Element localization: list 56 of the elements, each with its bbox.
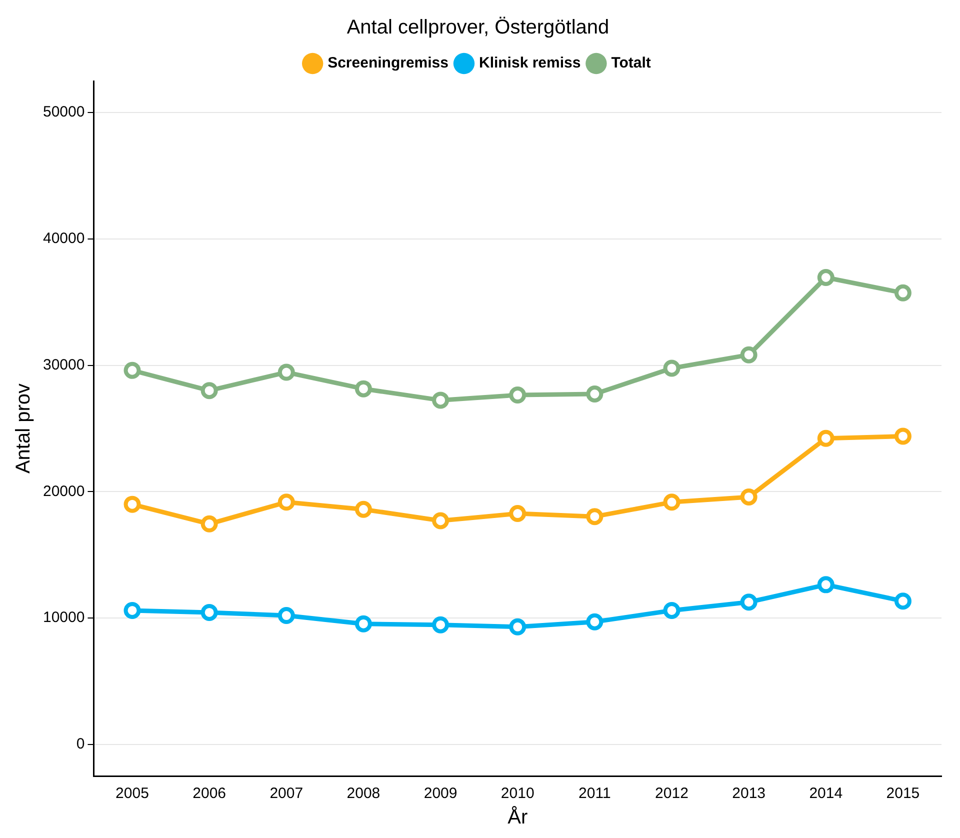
point (200, 382, 218, 400)
point (278, 364, 295, 381)
x-tick-label: 2010 (500, 785, 534, 802)
y-tick-label: 0 (76, 736, 85, 753)
legend-label: Screeningremiss (328, 54, 448, 72)
point (124, 362, 141, 379)
x-tick-label: 2009 (424, 785, 458, 802)
x-tick-label: 2007 (270, 785, 304, 802)
x-axis-title: År (508, 806, 528, 829)
point (354, 500, 372, 518)
point (432, 616, 450, 634)
x-tick-label: 2005 (116, 785, 149, 802)
x-tick-label: 2006 (192, 785, 226, 802)
point (509, 386, 526, 404)
y-tick-label: 40000 (42, 230, 85, 248)
x-tick-label: 2014 (809, 785, 843, 802)
point (740, 488, 758, 506)
point (354, 380, 372, 398)
point (894, 428, 912, 445)
point (354, 615, 372, 632)
point (278, 494, 295, 511)
y-tick-label: 20000 (42, 482, 85, 500)
point (894, 592, 912, 610)
y-tick-label: 30000 (42, 356, 85, 374)
point (740, 594, 758, 611)
point (586, 508, 604, 526)
point (663, 602, 680, 619)
point (432, 392, 450, 409)
point (817, 268, 834, 286)
x-tick-label: 2011 (578, 785, 611, 802)
point (278, 607, 295, 624)
legend-label: Klinisk remiss (478, 54, 581, 72)
point (432, 512, 450, 530)
y-tick-label: 50000 (42, 104, 85, 121)
point (740, 346, 758, 364)
legend-label: Totalt (611, 54, 651, 72)
chart-title: Antal cellprover, Östergötland (346, 16, 610, 39)
x-tick-label: 2013 (732, 785, 766, 802)
point (124, 496, 141, 513)
point (124, 602, 141, 619)
point (894, 284, 912, 302)
point (817, 576, 834, 594)
point (817, 430, 834, 447)
point (663, 360, 680, 377)
y-axis-title: Antal prov (12, 383, 35, 474)
x-tick-label: 2012 (655, 785, 688, 802)
y-tick-label: 10000 (42, 609, 85, 626)
x-tick-label: 2008 (346, 785, 380, 802)
x-tick-label: 2015 (886, 785, 920, 802)
point (663, 494, 680, 511)
point (509, 505, 526, 522)
point (200, 515, 218, 532)
point (586, 386, 604, 403)
point (509, 618, 526, 636)
point (200, 604, 218, 621)
point (586, 613, 604, 630)
